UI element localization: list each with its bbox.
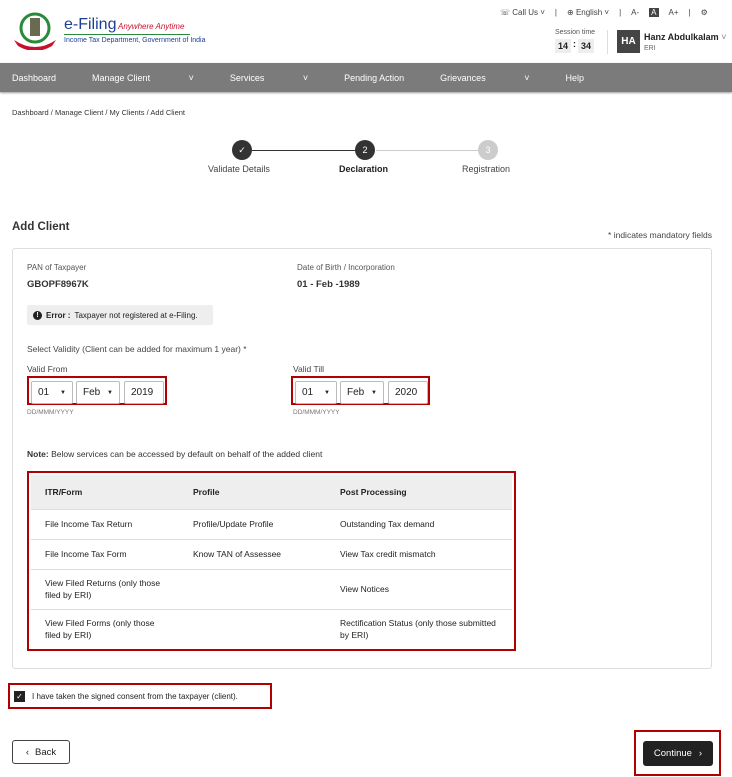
date-format-hint: DD/MMM/YYYY (293, 409, 340, 416)
pan-value: GBOPF8967K (27, 279, 89, 290)
valid-till-day-select[interactable]: 01 ▼ (295, 381, 337, 404)
valid-till-month-select[interactable]: Feb ▼ (340, 381, 384, 404)
consent-label: I have taken the signed consent from the… (32, 691, 238, 701)
nav-pending-action[interactable]: Pending Action (344, 72, 405, 83)
session-label: Session time (555, 29, 596, 36)
font-increase-button[interactable]: A+ (668, 8, 679, 17)
continue-group: Continue › (634, 730, 721, 776)
pan-label: PAN of Taxpayer (27, 263, 87, 272)
session-minutes: 14 (555, 39, 572, 53)
tagline: Anywhere Anytime (118, 22, 185, 31)
step-validate-check-icon: ✓ (232, 140, 252, 160)
settings-icon[interactable]: ⚙ (700, 8, 708, 17)
main-nav: Dashboard Manage Client ˅ Services ˅ Pen… (0, 63, 732, 92)
valid-from-group: 01 ▼ Feb ▼ 2019 (27, 376, 167, 405)
column-header: Post Processing (326, 475, 512, 509)
breadcrumb[interactable]: Dashboard / Manage Client / My Clients /… (12, 108, 186, 117)
user-role: ERI (644, 45, 656, 52)
user-menu[interactable]: Hanz Abdulkalam ˅ (644, 32, 727, 42)
header: e-Filing Anywhere Anytime Income Tax Dep… (0, 0, 732, 63)
error-icon: ! (33, 310, 42, 320)
error-message: ! Error : Taxpayer not registered at e-Fi… (27, 305, 213, 325)
session-seconds: 34 (578, 39, 595, 53)
step-label: Validate Details (208, 164, 270, 174)
font-normal-button[interactable]: A (649, 8, 659, 17)
valid-from-month-select[interactable]: Feb ▼ (76, 381, 120, 404)
continue-button[interactable]: Continue › (643, 741, 713, 766)
table-row: View Filed Forms (only those filed by ER… (31, 608, 512, 649)
chevron-left-icon: ‹ (25, 746, 30, 758)
validity-label: Select Validity (Client can be added for… (27, 344, 247, 354)
nav-help[interactable]: Help (565, 72, 584, 83)
nav-dashboard[interactable]: Dashboard (12, 72, 57, 83)
consent-group: ✓ I have taken the signed consent from t… (8, 683, 272, 709)
services-note: Note: Below services can be accessed by … (27, 449, 323, 459)
page-title: Add Client (12, 221, 70, 233)
valid-from-year-input[interactable]: 2019 (124, 381, 164, 404)
language-select[interactable]: ⊕ English ˅ (567, 8, 610, 17)
back-button[interactable]: ‹ Back (12, 740, 70, 764)
valid-till-label: Valid Till (293, 364, 325, 374)
dob-label: Date of Birth / Incorporation (297, 263, 395, 272)
step-registration-number: 3 (478, 140, 498, 160)
consent-checkbox[interactable]: ✓ (14, 690, 25, 702)
stepper: ✓ 2 3 Validate Details Declaration Regis… (0, 140, 732, 180)
dob-value: 01 - Feb -1989 (297, 279, 360, 290)
column-header: Profile (179, 475, 326, 509)
emblem-logo (12, 10, 58, 51)
valid-from-label: Valid From (27, 364, 68, 374)
step-declaration-number: 2 (355, 140, 375, 160)
valid-from-day-select[interactable]: 01 ▼ (31, 381, 73, 404)
client-card: PAN of Taxpayer GBOPF8967K Date of Birth… (12, 248, 712, 669)
call-us-button[interactable]: ☏ Call Us ˅ (500, 8, 545, 17)
valid-till-year-input[interactable]: 2020 (388, 381, 428, 404)
nav-grievances[interactable]: Grievances ˅ (440, 72, 530, 83)
step-label: Registration (462, 164, 511, 174)
date-format-hint: DD/MMM/YYYY (27, 409, 74, 416)
brand: e-Filing (64, 16, 117, 33)
avatar[interactable]: HA (617, 30, 640, 53)
chevron-right-icon: › (698, 748, 703, 759)
step-label: Declaration (339, 164, 389, 174)
nav-services[interactable]: Services ˅ (229, 72, 309, 83)
table-row: View Filed Returns (only those filed by … (31, 568, 512, 609)
nav-manage-client[interactable]: Manage Client ˅ (92, 72, 194, 83)
table-row: File Income Tax Return Profile/Update Pro… (31, 508, 512, 539)
valid-till-group: 01 ▼ Feb ▼ 2020 (291, 376, 430, 405)
dept-name: Income Tax Department, Government of Ind… (64, 37, 206, 44)
column-header: ITR/Form (31, 475, 179, 509)
mandatory-note: * indicates mandatory fields (608, 230, 712, 240)
font-decrease-button[interactable]: A- (631, 8, 640, 17)
table-row: File Income Tax Form Know TAN of Assessee… (31, 538, 512, 569)
services-table: ITR/Form Profile Post Processing File In… (27, 471, 516, 651)
